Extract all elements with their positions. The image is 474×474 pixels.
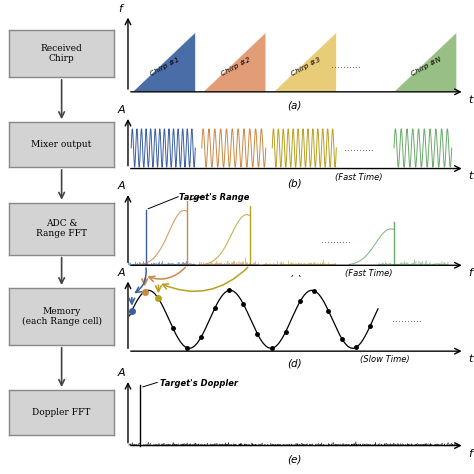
Text: ADC &
Range FFT: ADC & Range FFT <box>36 219 87 238</box>
Polygon shape <box>203 33 266 92</box>
Text: $t$: $t$ <box>468 93 474 105</box>
Text: (d): (d) <box>287 358 302 368</box>
Text: $f$: $f$ <box>468 266 474 278</box>
Text: Target's Range: Target's Range <box>179 192 250 201</box>
Polygon shape <box>133 33 195 92</box>
Text: $f$: $f$ <box>468 447 474 458</box>
Text: $f$: $f$ <box>118 1 125 14</box>
Text: (Slow Time): (Slow Time) <box>360 355 409 364</box>
Text: Received
Chirp: Received Chirp <box>41 44 82 63</box>
Text: (b): (b) <box>287 179 302 189</box>
Text: (Fast Time): (Fast Time) <box>345 269 392 278</box>
Polygon shape <box>274 33 337 92</box>
Text: ..........: .......... <box>321 235 351 245</box>
Text: Chirp #N: Chirp #N <box>410 56 443 77</box>
Text: ..........: .......... <box>331 60 361 70</box>
Text: Doppler FFT: Doppler FFT <box>32 408 91 417</box>
Text: (a): (a) <box>287 100 302 110</box>
Text: Memory
(each Range cell): Memory (each Range cell) <box>22 307 101 326</box>
Text: ..........: .......... <box>392 314 422 324</box>
Text: (Fast Time): (Fast Time) <box>335 173 383 182</box>
Text: Target's Doppler: Target's Doppler <box>160 379 238 388</box>
Text: (c): (c) <box>288 274 301 284</box>
Text: Chirp #1: Chirp #1 <box>150 57 181 77</box>
Text: $A$: $A$ <box>117 179 126 191</box>
Polygon shape <box>394 33 456 92</box>
Text: Mixer output: Mixer output <box>31 140 92 149</box>
Text: $A$: $A$ <box>117 366 126 378</box>
Text: Chirp #3: Chirp #3 <box>291 57 322 77</box>
Text: $A$: $A$ <box>117 265 126 278</box>
Text: Chirp #2: Chirp #2 <box>220 57 252 77</box>
Text: $t$: $t$ <box>468 169 474 181</box>
Text: ..........: .......... <box>344 143 374 153</box>
Text: $t$: $t$ <box>468 352 474 364</box>
Text: $A$: $A$ <box>117 103 126 115</box>
Text: (e): (e) <box>287 454 302 464</box>
